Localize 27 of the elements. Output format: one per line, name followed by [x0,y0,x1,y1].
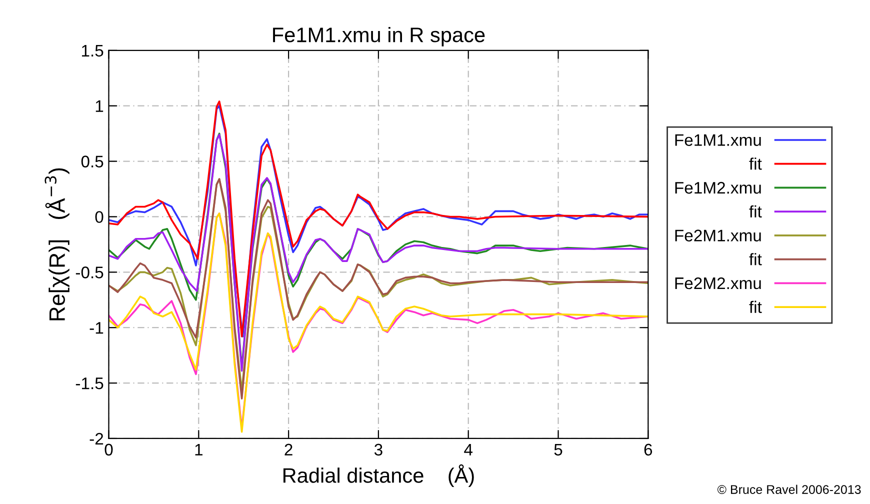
x-tick-label: 5 [554,444,562,456]
y-tick-label: -1 [90,322,104,334]
legend-label: Fe2M1.xmu [675,230,761,242]
y-tick-label: 0.5 [81,156,104,168]
chart-title: Fe1M1.xmu in R space [273,26,485,46]
y-tick-label: -1.5 [76,378,104,390]
y-tick-label: 1 [96,100,104,112]
legend-label: Fe1M2.xmu [675,182,761,194]
x-axis-title: Radial distance (Å) [283,464,474,487]
x-tick-label: 2 [284,444,292,456]
legend-label: fit [749,205,762,218]
x-tick-label: 4 [464,444,472,456]
y-tick-label: 1.5 [82,44,104,57]
x-tick-label: 0 [104,444,113,456]
legend-label: fit [749,300,762,314]
legend-label: Fe1M1.xmu [675,134,761,146]
y-tick-label: -0.5 [76,266,104,278]
legend-label: fit [749,158,762,170]
x-tick-label: 1 [195,444,202,456]
x-tick-label: 6 [644,444,652,456]
x-tick-label: 3 [374,444,382,456]
y-axis-title: Re[χ(R)] (Å$^{−3}$) [44,168,70,320]
legend-label: Fe2M2.xmu [675,277,761,290]
text: © Bruce Ravel 2006-2013 [717,484,861,494]
legend-label: fit [749,253,762,266]
y-tick-label: -2 [90,432,104,445]
y-tick-label: 0 [95,211,104,223]
